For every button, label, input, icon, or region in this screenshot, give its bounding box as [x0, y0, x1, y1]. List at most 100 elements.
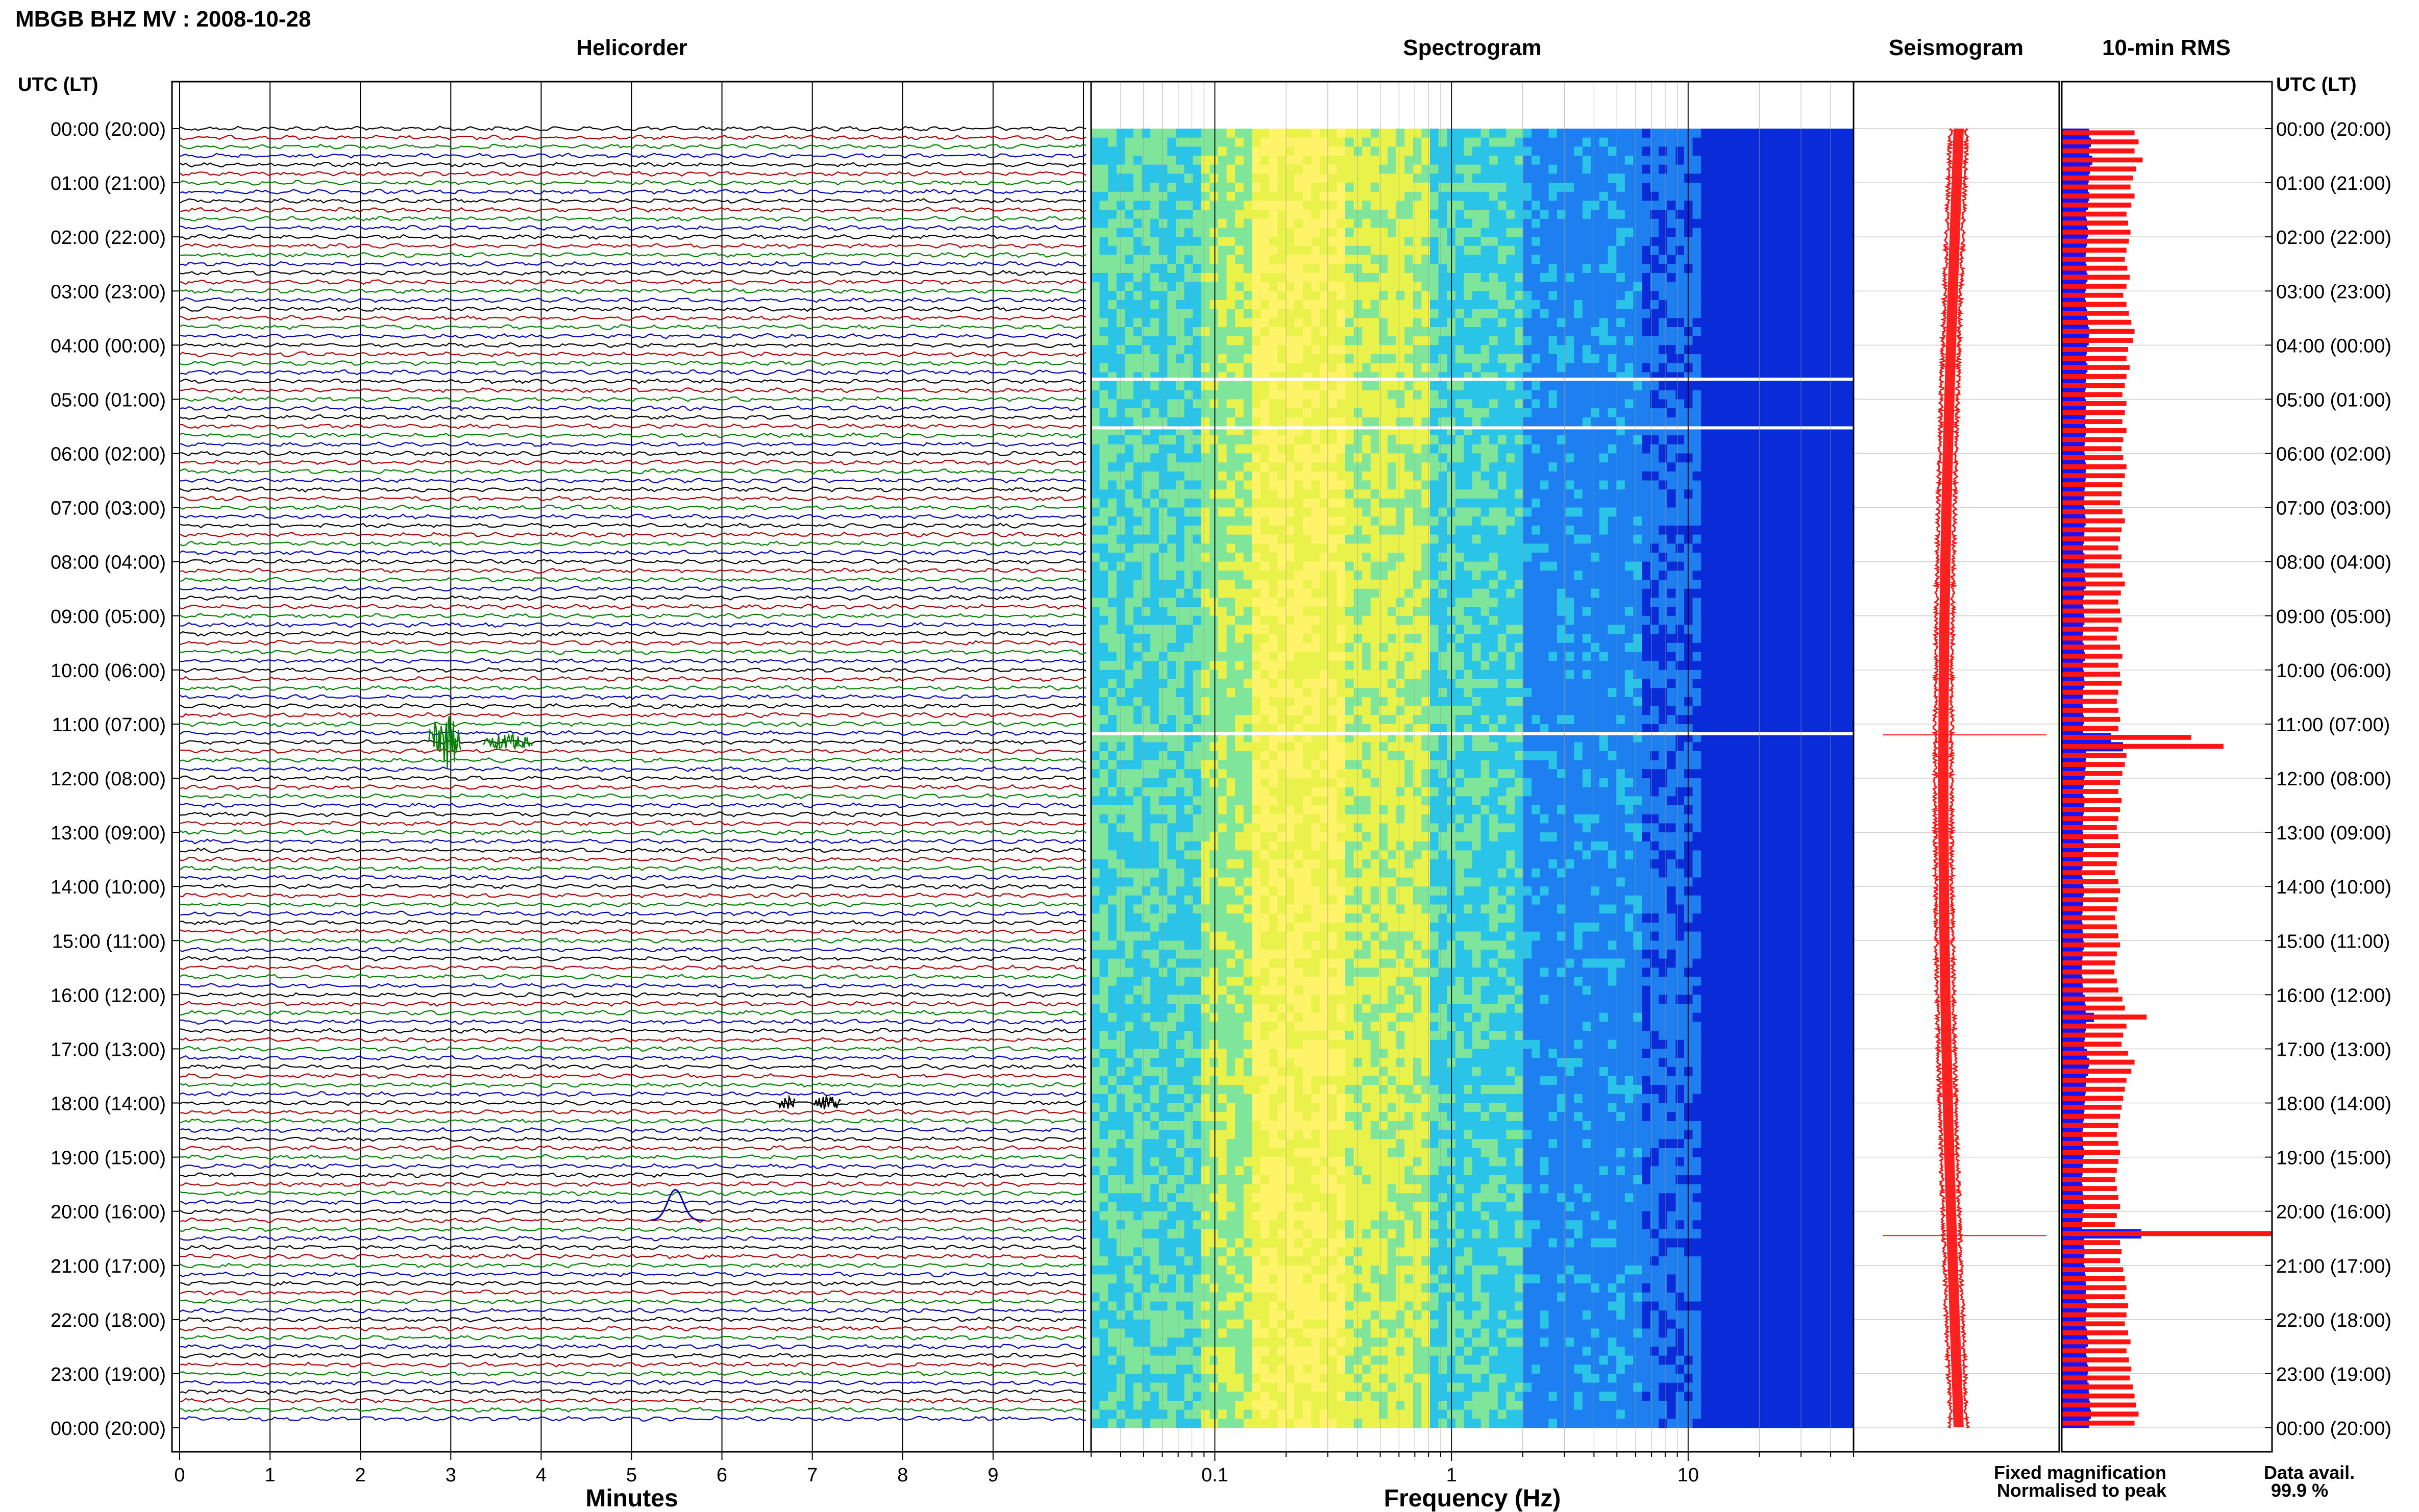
- spectrogram-cell: [1675, 534, 1685, 544]
- spectrogram-cell: [1370, 489, 1379, 499]
- spectrogram-cell: [1099, 309, 1108, 318]
- spectrogram-cell: [1362, 282, 1371, 291]
- spectrogram-cell: [1201, 471, 1210, 481]
- spectrogram-cell: [1455, 282, 1464, 291]
- spectrogram-cell: [1819, 146, 1829, 156]
- spectrogram-cell: [1709, 516, 1718, 526]
- spectrogram-cell: [1311, 354, 1320, 364]
- spectrogram-cell: [1252, 390, 1261, 400]
- spectrogram-cell: [1396, 516, 1405, 526]
- spectrogram-cell: [1430, 218, 1439, 229]
- spectrogram-cell: [1515, 598, 1524, 607]
- spectrogram-cell: [1176, 129, 1185, 138]
- spectrogram-cell: [1819, 164, 1829, 174]
- spectrogram-cell: [1803, 435, 1812, 445]
- helicorder-trace: [179, 910, 1087, 917]
- spectrogram-cell: [1675, 408, 1685, 418]
- spectrogram-cell: [1642, 336, 1651, 345]
- spectrogram-cell: [1099, 146, 1108, 156]
- spectrogram-cell: [1142, 309, 1151, 318]
- spectrogram-cell: [1642, 462, 1651, 472]
- helicorder-trace: [179, 1154, 1087, 1160]
- spectrogram-cell: [1794, 191, 1803, 202]
- spectrogram-cell: [1726, 218, 1736, 229]
- spectrogram-cell: [1591, 417, 1600, 427]
- spectrogram-cell: [1210, 255, 1219, 264]
- spectrogram-cell: [1811, 553, 1820, 562]
- spectrogram-cell: [1582, 588, 1591, 598]
- spectrogram-cell: [1396, 489, 1405, 499]
- spectrogram-cell: [1328, 173, 1337, 183]
- spectrogram-cell: [1608, 255, 1617, 264]
- spectrogram-cell: [1404, 218, 1414, 229]
- spectrogram-cell: [1582, 245, 1591, 256]
- spectrogram-cell: [1692, 137, 1701, 147]
- spectrogram-cell: [1269, 345, 1278, 355]
- spectrogram-cell: [1726, 489, 1736, 499]
- spectrogram-cell: [1489, 272, 1498, 283]
- spectrogram-cell: [1709, 534, 1718, 544]
- spectrogram-cell: [1480, 255, 1490, 264]
- spectrogram-cell: [1167, 390, 1176, 400]
- spectrogram-cell: [1158, 282, 1168, 291]
- spectrogram-cell: [1328, 498, 1337, 508]
- spectrogram-cell: [1726, 255, 1736, 264]
- spectrogram-cell: [1599, 228, 1609, 237]
- spectrogram-cell: [1150, 201, 1159, 210]
- spectrogram-cell: [1616, 327, 1625, 337]
- spectrogram-cell: [1828, 210, 1837, 219]
- spectrogram-cell: [1269, 201, 1278, 210]
- spectrogram-cell: [1548, 444, 1558, 454]
- spectrogram-cell: [1650, 525, 1659, 535]
- spectrogram-cell: [1769, 282, 1778, 291]
- spectrogram-cell: [1099, 453, 1108, 463]
- spectrogram-cell: [1845, 354, 1854, 364]
- spectrogram-cell: [1472, 146, 1482, 156]
- spectrogram-cell: [1176, 228, 1185, 237]
- spectrogram-cell: [1125, 327, 1134, 337]
- spectrogram-cell: [1574, 228, 1583, 237]
- spectrogram-cell: [1235, 218, 1244, 229]
- spectrogram-cell: [1235, 480, 1244, 490]
- spectrogram-cell: [1142, 571, 1151, 580]
- spectrogram-cell: [1557, 516, 1566, 526]
- spectrogram-cell: [1294, 516, 1303, 526]
- spectrogram-cell: [1311, 191, 1320, 202]
- spectrogram-cell: [1438, 309, 1447, 318]
- spectrogram-cell: [1777, 300, 1786, 310]
- spectrogram-cell: [1133, 129, 1143, 138]
- spectrogram-cell: [1218, 598, 1227, 607]
- spectrogram-cell: [1388, 336, 1397, 345]
- spectrogram-cell: [1540, 489, 1549, 499]
- spectrogram-cell: [1286, 363, 1295, 373]
- spectrogram-cell: [1709, 336, 1718, 345]
- spectrogram-cell: [1353, 318, 1363, 328]
- spectrogram-cell: [1523, 435, 1532, 445]
- spectrogram-cell: [1769, 237, 1778, 246]
- spectrogram-cell: [1811, 381, 1820, 391]
- spectrogram-cell: [1743, 444, 1752, 454]
- spectrogram-cell: [1769, 534, 1778, 544]
- spectrogram-cell: [1099, 191, 1108, 202]
- spectrogram-cell: [1421, 571, 1430, 580]
- spectrogram-cell: [1430, 408, 1439, 418]
- spectrogram-cell: [1108, 237, 1117, 246]
- spectrogram-cell: [1269, 417, 1278, 427]
- spectrogram-cell: [1701, 354, 1710, 364]
- spectrogram-cell: [1218, 291, 1227, 301]
- spectrogram-cell: [1303, 327, 1312, 337]
- spectrogram-cell: [1743, 291, 1752, 301]
- spectrogram-cell: [1709, 282, 1718, 291]
- spectrogram-cell: [1743, 381, 1752, 391]
- spectrogram-cell: [1667, 264, 1676, 274]
- spectrogram-cell: [1472, 201, 1482, 210]
- spectrogram-cell: [1480, 390, 1490, 400]
- spectrogram-cell: [1243, 580, 1252, 589]
- spectrogram-cell: [1218, 255, 1227, 264]
- spectrogram-cell: [1675, 201, 1685, 210]
- spectrogram-cell: [1718, 336, 1727, 345]
- spectrogram-cell: [1565, 580, 1574, 589]
- spectrogram-cell: [1404, 264, 1414, 274]
- spectrogram-cell: [1845, 444, 1854, 454]
- helicorder-trace: [179, 279, 1087, 285]
